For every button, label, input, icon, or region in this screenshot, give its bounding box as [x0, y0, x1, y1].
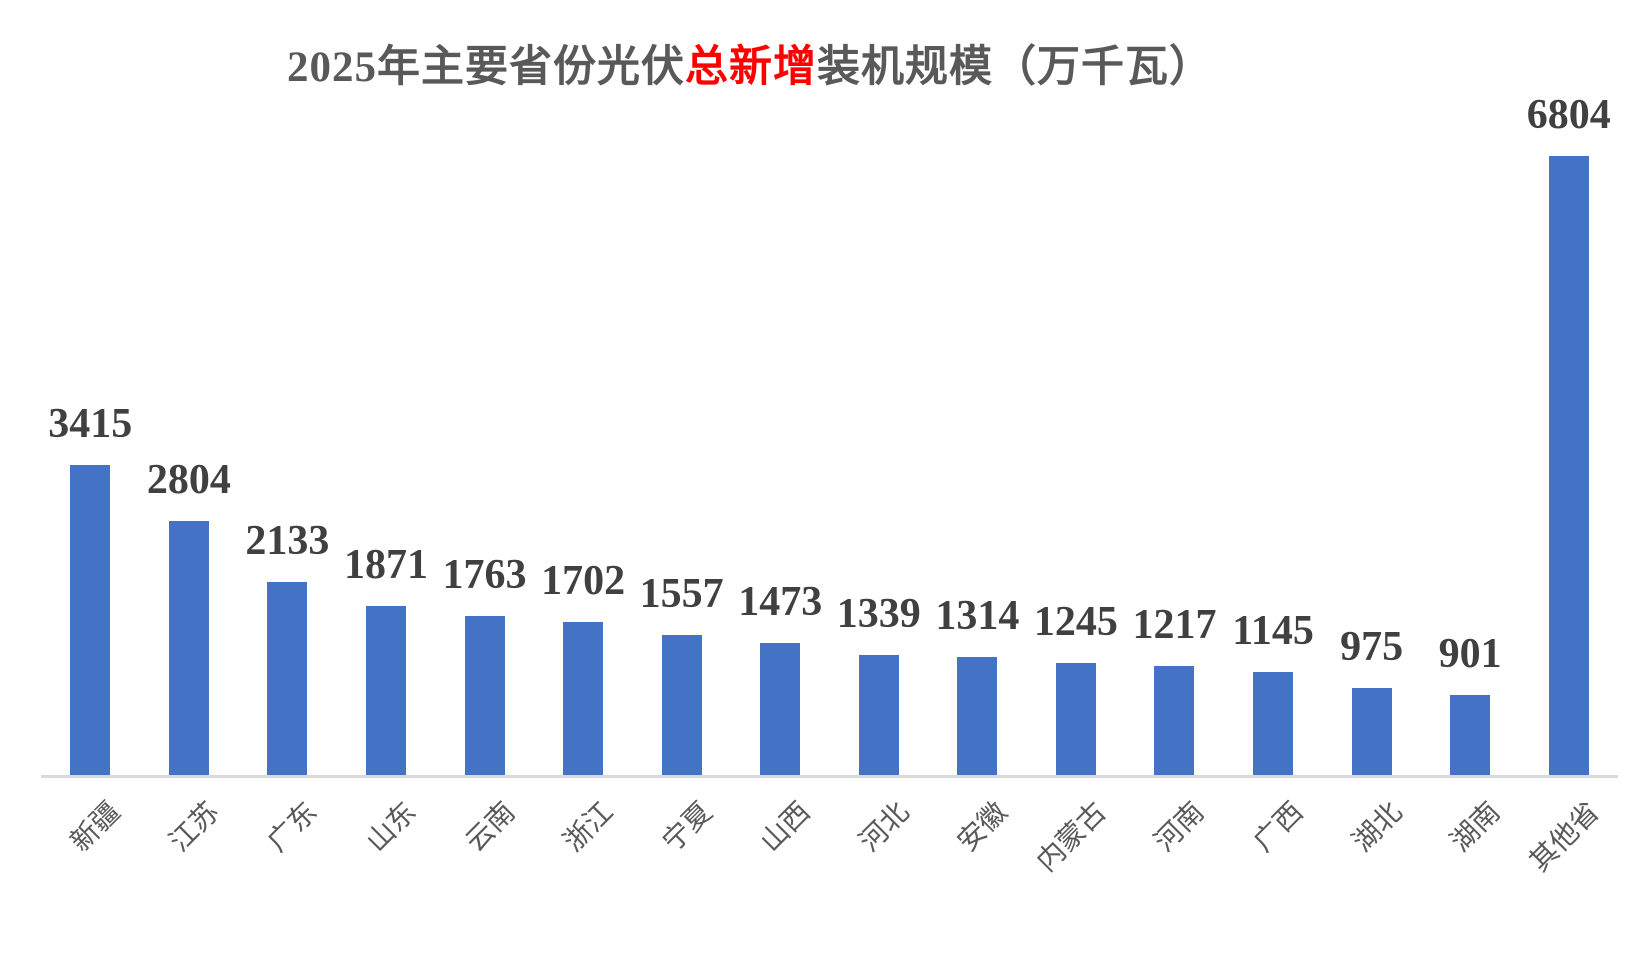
bar	[1253, 672, 1294, 777]
bar	[365, 606, 406, 777]
bar-value-label: 975	[1340, 624, 1404, 670]
bar-category-label: 内蒙古	[1031, 796, 1113, 878]
bar	[267, 582, 308, 777]
bar-value-label: 1557	[639, 571, 724, 617]
bar	[168, 521, 209, 777]
bar	[858, 655, 899, 777]
bar-value-label: 1145	[1232, 608, 1314, 654]
bar-category-label: 浙江	[558, 796, 620, 859]
bar-value-label: 1702	[541, 558, 626, 604]
bar	[1351, 688, 1392, 777]
bar-value-label: 1339	[836, 591, 921, 637]
bar-value-label: 1245	[1033, 599, 1118, 645]
bar-category-label: 湖北	[1346, 796, 1409, 859]
bar-category-label: 安徽	[952, 796, 1014, 859]
bar	[70, 465, 111, 777]
bar	[661, 635, 702, 777]
bar-value-label: 2133	[245, 518, 330, 564]
bar	[563, 622, 604, 777]
bar-category-label: 广西	[1248, 796, 1310, 859]
bar	[957, 657, 998, 777]
bar-category-label: 湖南	[1445, 796, 1507, 859]
bar	[760, 643, 801, 777]
bar-category-label: 广东	[262, 796, 324, 859]
bar-category-label: 江苏	[163, 796, 226, 859]
chart-title-suffix: 装机规模（万千瓦）	[817, 44, 1213, 91]
bar-value-label: 6804	[1526, 92, 1611, 138]
bar-category-label: 河北	[853, 796, 916, 859]
bar-category-label: 山西	[755, 796, 817, 859]
bar-category-label: 山东	[360, 796, 423, 859]
bar	[1450, 695, 1491, 777]
bar	[1055, 663, 1096, 777]
bar-value-label: 3415	[48, 401, 133, 447]
bar-value-label: 1763	[442, 552, 527, 598]
bar-value-label: 901	[1438, 631, 1502, 677]
bar	[464, 616, 505, 777]
bar-category-label: 其他省	[1523, 796, 1606, 878]
bar	[1154, 666, 1195, 777]
bar-value-label: 1314	[935, 593, 1020, 639]
x-axis-line	[41, 775, 1618, 778]
bar-category-label: 宁夏	[656, 796, 719, 859]
chart-title-prefix: 2025年主要省份光伏	[287, 44, 685, 91]
bar-value-label: 2804	[146, 457, 231, 503]
bar-category-label: 新疆	[65, 796, 127, 859]
bar-value-label: 1473	[738, 579, 823, 625]
bar-category-label: 云南	[459, 796, 522, 859]
bar-value-label: 1217	[1132, 602, 1217, 648]
bar	[1548, 156, 1589, 777]
bar-value-label: 1871	[343, 542, 428, 588]
chart-title-highlight: 总新增	[685, 44, 817, 91]
chart-title: 2025年主要省份光伏总新增装机规模（万千瓦）	[0, 32, 1500, 94]
bar-category-label: 河南	[1149, 796, 1211, 859]
